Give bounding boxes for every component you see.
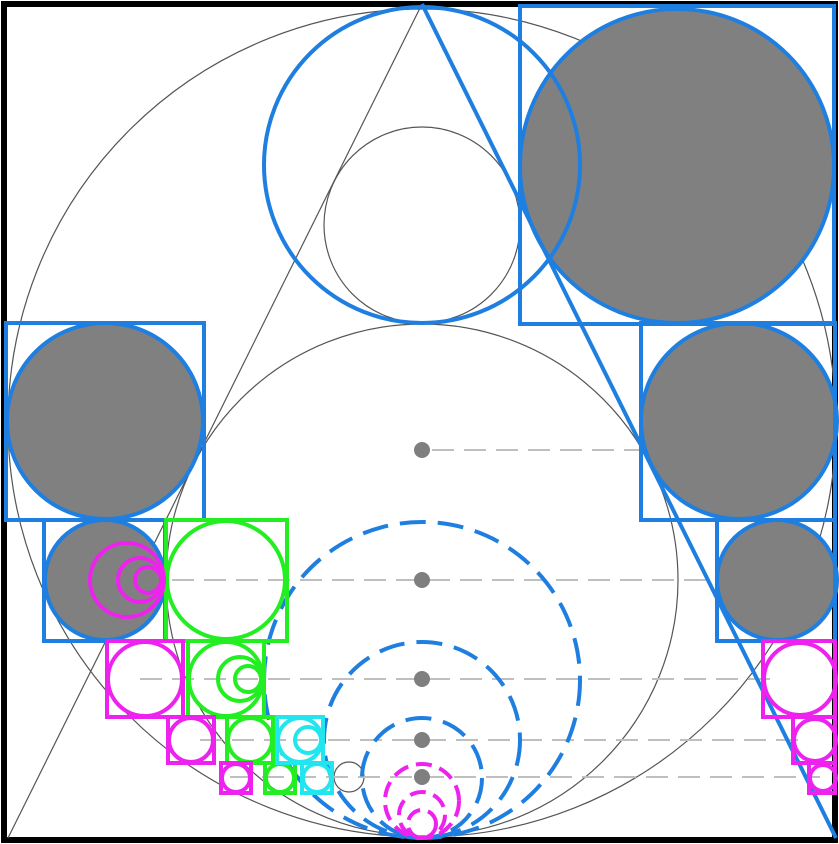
triangle-left-side bbox=[7, 3, 423, 839]
gray-circle-low-left bbox=[43, 518, 167, 642]
magenta-shapes bbox=[88, 541, 838, 795]
center-dots bbox=[414, 442, 430, 785]
small-inscribed-circle bbox=[323, 126, 521, 324]
magenta-circle-right-2 bbox=[792, 717, 838, 763]
green-nested-2b bbox=[233, 664, 263, 694]
center-dot-2 bbox=[414, 572, 430, 588]
blue-shapes bbox=[4, 3, 838, 839]
magenta-dashed-circles bbox=[383, 762, 461, 840]
magenta-circle-right-3 bbox=[808, 763, 838, 793]
cyan-shapes bbox=[275, 715, 334, 795]
cyan-circle-2 bbox=[301, 762, 333, 794]
magenta-circle-3 bbox=[220, 762, 252, 794]
center-dot-4 bbox=[414, 732, 430, 748]
cyan-nested-1a bbox=[293, 725, 323, 755]
gray-filled-circles bbox=[5, 7, 839, 642]
gray-circle-top-right bbox=[518, 7, 836, 325]
magenta-circle-c bbox=[133, 565, 163, 595]
magenta-dashed-2 bbox=[397, 790, 447, 840]
green-shapes bbox=[164, 518, 297, 795]
gray-circle-low-right bbox=[715, 518, 839, 642]
gray-circle-mid-right bbox=[639, 321, 839, 521]
center-dot-5 bbox=[414, 769, 430, 785]
magenta-circle-2 bbox=[167, 716, 215, 764]
magenta-dashed-3 bbox=[406, 808, 438, 840]
center-dot-1 bbox=[414, 442, 430, 458]
center-dot-3 bbox=[414, 671, 430, 687]
magenta-circle-right-1 bbox=[762, 641, 838, 717]
magenta-circle-1 bbox=[106, 640, 184, 718]
gray-circle-mid-left bbox=[5, 321, 205, 521]
triangle-right-side bbox=[420, 3, 838, 839]
